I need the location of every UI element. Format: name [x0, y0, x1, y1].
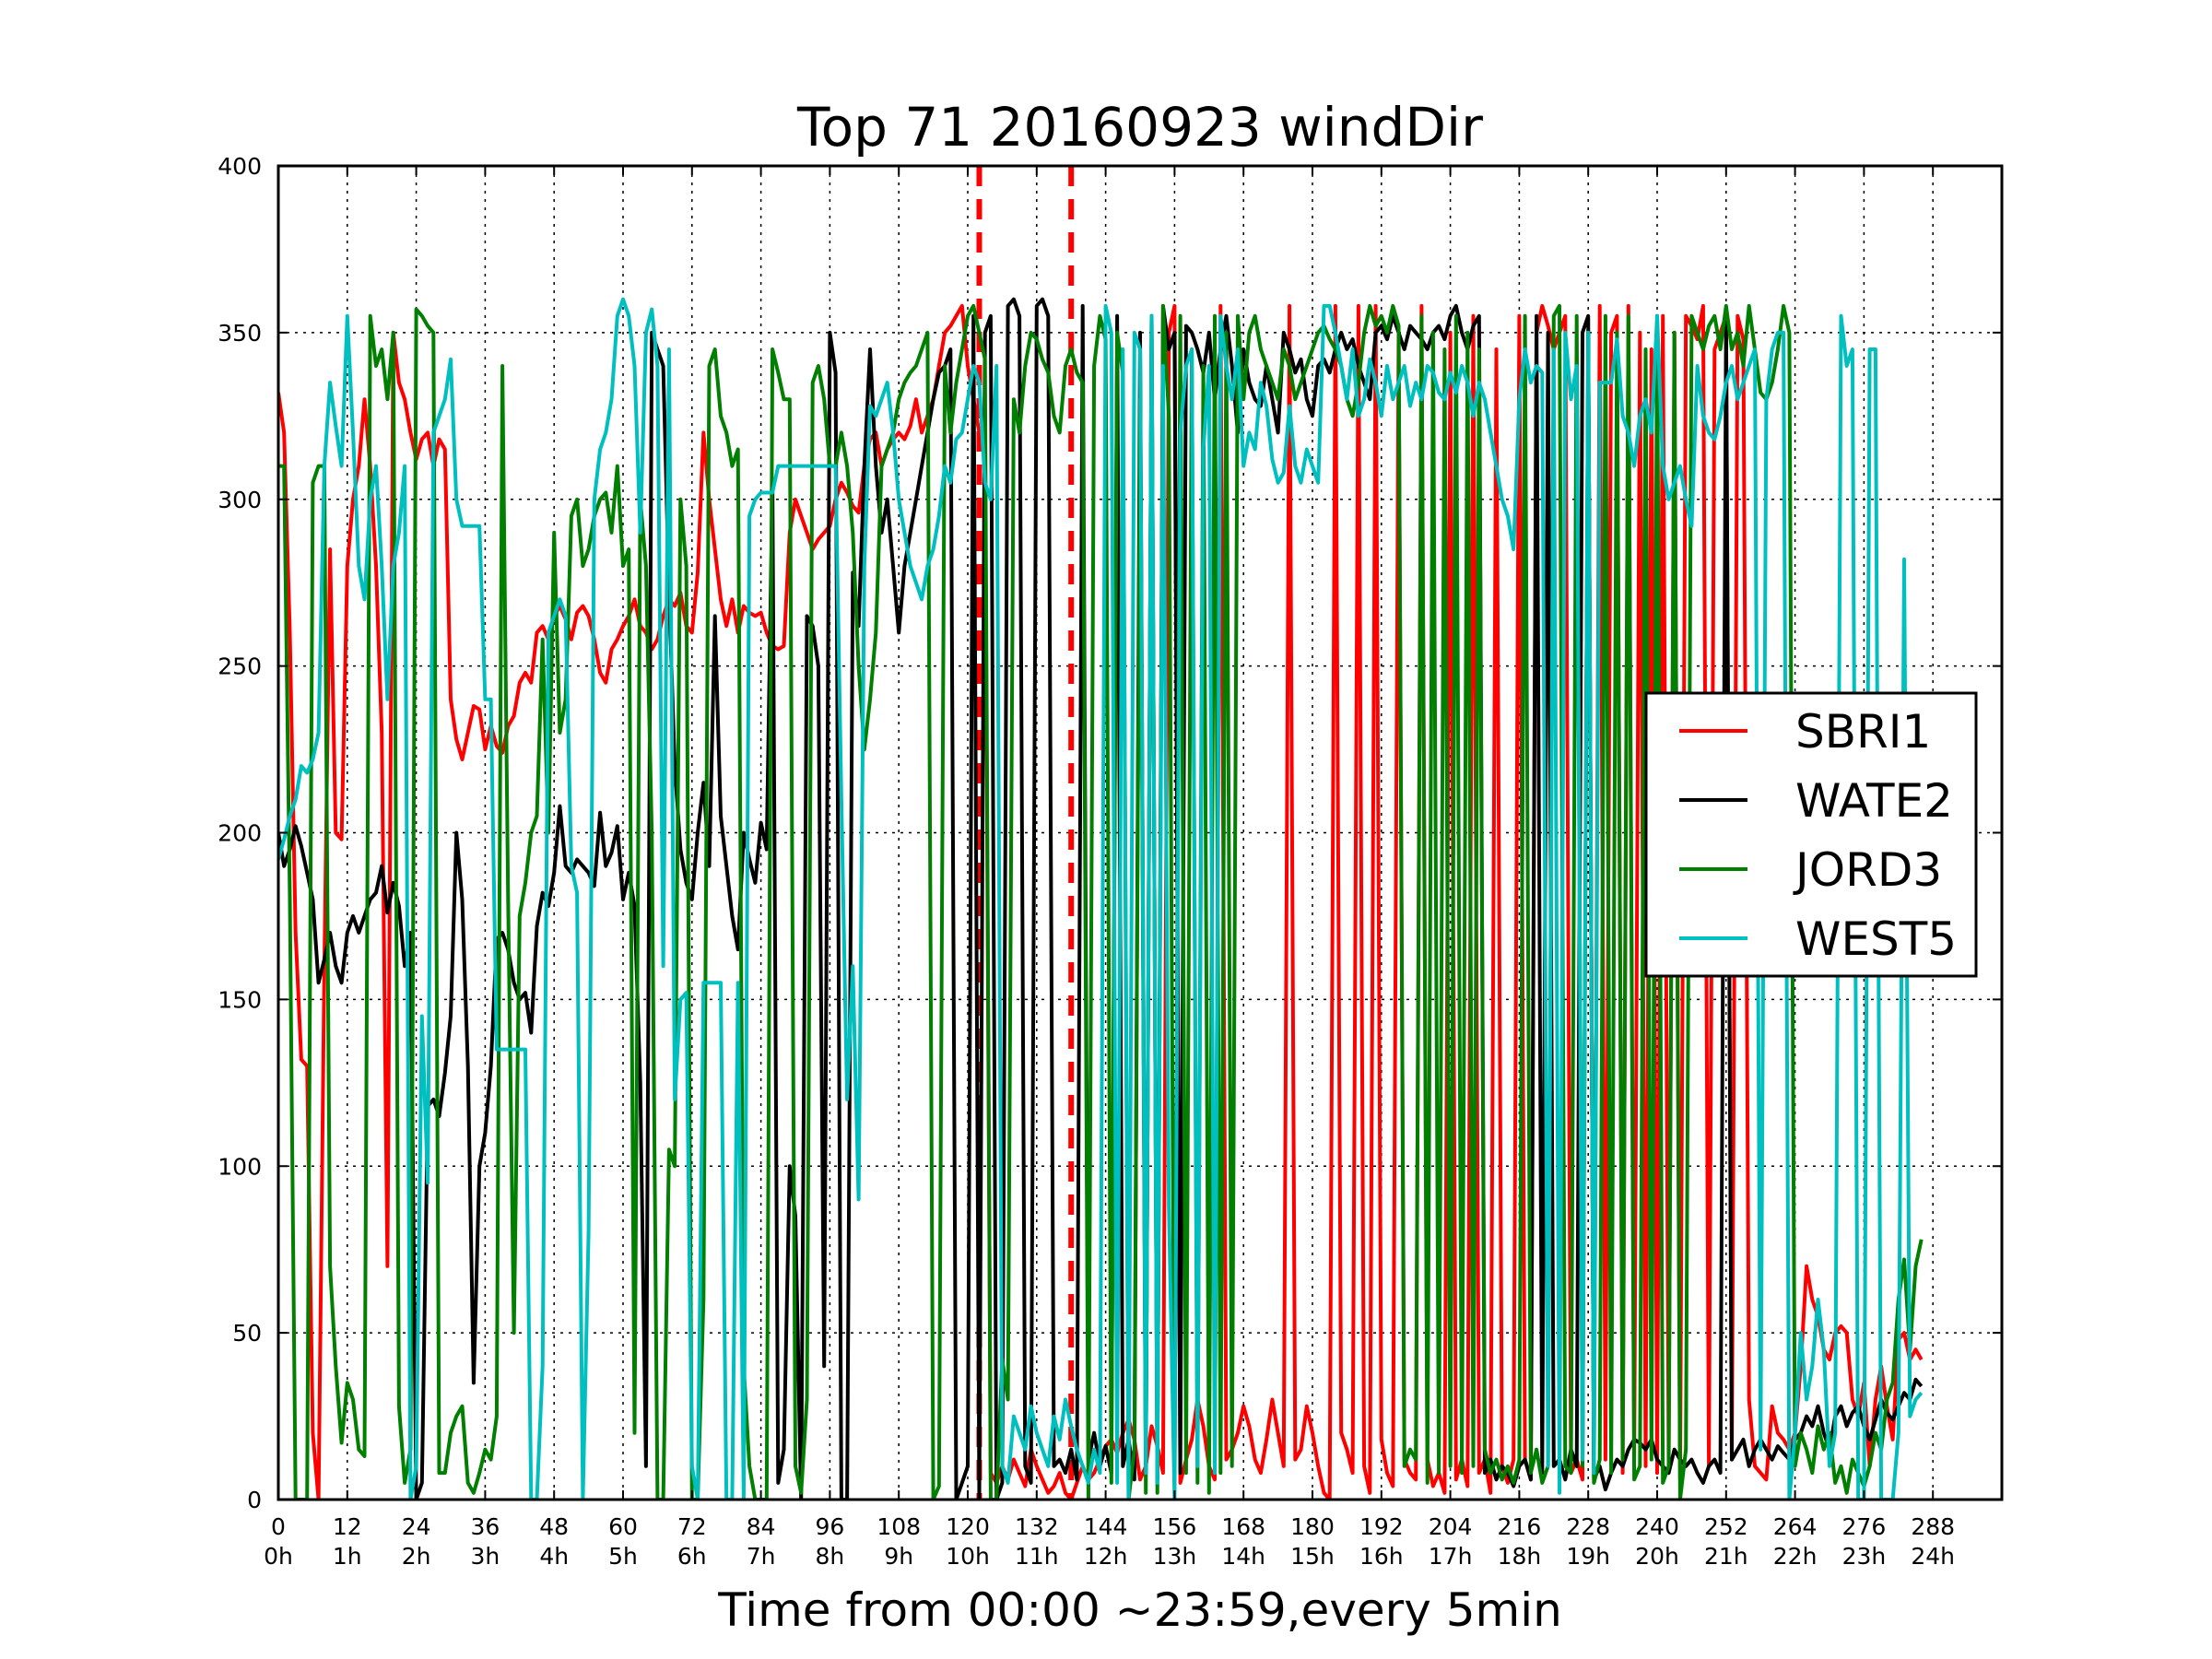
y-tick-label: 150 — [218, 986, 262, 1013]
legend-label: WATE2 — [1795, 774, 1953, 828]
x-tick-label: 216 — [1498, 1513, 1542, 1540]
x-tick-label: 168 — [1221, 1513, 1265, 1540]
x-tick-label: 240 — [1635, 1513, 1679, 1540]
x-tick-hour-label: 11h — [1015, 1543, 1059, 1570]
x-tick-hour-label: 15h — [1290, 1543, 1335, 1570]
x-tick-hour-label: 3h — [471, 1543, 500, 1570]
x-tick-label: 192 — [1359, 1513, 1404, 1540]
x-tick-hour-label: 13h — [1153, 1543, 1197, 1570]
y-tick-labels: 0 50 100 150 200 250 300 350 400 — [218, 153, 262, 1513]
x-tick-label: 288 — [1911, 1513, 1955, 1540]
x-tick-label: 36 — [470, 1513, 500, 1540]
x-tick-label: 96 — [815, 1513, 844, 1540]
series-line-west5 — [278, 297, 1924, 1500]
x-tick-hour-label: 17h — [1429, 1543, 1473, 1570]
x-tick-hour-label: 24h — [1911, 1543, 1955, 1570]
x-tick-hour-label: 2h — [402, 1543, 431, 1570]
x-tick-label: 204 — [1429, 1513, 1473, 1540]
x-tick-hour-label: 19h — [1566, 1543, 1610, 1570]
x-axis-label: Time from 00:00 ~23:59,every 5min — [717, 1583, 1562, 1637]
legend: SBRI1 WATE2 JORD3 WEST5 — [1644, 691, 1978, 978]
x-tick-label: 72 — [677, 1513, 707, 1540]
x-tick-hour-label: 14h — [1221, 1543, 1265, 1570]
x-tick-label: 24 — [402, 1513, 431, 1540]
axis-ticks — [277, 165, 2002, 1500]
x-tick-label: 180 — [1290, 1513, 1335, 1540]
x-tick-label: 276 — [1842, 1513, 1887, 1540]
y-tick-label: 350 — [218, 320, 262, 347]
x-tick-hour-label: 16h — [1359, 1543, 1404, 1570]
x-tick-label: 264 — [1773, 1513, 1818, 1540]
x-tick-hour-label: 8h — [816, 1543, 845, 1570]
x-tick-label: 252 — [1704, 1513, 1748, 1540]
legend-label: SBRI1 — [1795, 705, 1931, 759]
x-tick-hour-label: 20h — [1635, 1543, 1679, 1570]
y-tick-label: 300 — [218, 487, 262, 513]
y-tick-label: 100 — [218, 1153, 262, 1180]
x-tick-label: 60 — [608, 1513, 638, 1540]
chart-title: Top 71 20160923 windDir — [796, 96, 1483, 159]
legend-box — [1644, 691, 1978, 978]
x-tick-label: 48 — [539, 1513, 569, 1540]
x-tick-label: 132 — [1015, 1513, 1059, 1540]
x-tick-hour-label: 18h — [1498, 1543, 1542, 1570]
x-tick-hour-label: 23h — [1842, 1543, 1887, 1570]
x-tick-label: 0 — [271, 1513, 286, 1540]
y-tick-label: 250 — [218, 653, 262, 680]
y-tick-label: 200 — [218, 820, 262, 847]
x-tick-hour-label: 0h — [264, 1543, 293, 1570]
x-tick-label: 12 — [333, 1513, 362, 1540]
x-tick-label: 120 — [946, 1513, 990, 1540]
x-tick-hour-label: 12h — [1084, 1543, 1128, 1570]
x-tick-hour-label: 21h — [1704, 1543, 1748, 1570]
x-tick-label: 108 — [877, 1513, 921, 1540]
legend-label: WEST5 — [1795, 912, 1957, 966]
x-tick-label: 228 — [1566, 1513, 1610, 1540]
x-tick-hour-label: 22h — [1773, 1543, 1818, 1570]
x-tick-hour-label: 9h — [884, 1543, 913, 1570]
x-tick-hour-label: 5h — [608, 1543, 638, 1570]
y-tick-label: 0 — [247, 1487, 262, 1513]
x-tick-hour-label: 10h — [946, 1543, 990, 1570]
x-tick-label: 84 — [747, 1513, 776, 1540]
y-tick-label: 400 — [218, 153, 262, 180]
x-tick-labels: 0 0h 12 1h 24 2h 36 3h 48 4h 60 5h 72 6h 84 7h 96 8h 108 9h… — [264, 1513, 1955, 1570]
x-tick-label: 144 — [1084, 1513, 1128, 1540]
legend-label: JORD3 — [1793, 843, 1942, 897]
y-tick-label: 50 — [232, 1320, 262, 1347]
x-tick-hour-label: 7h — [747, 1543, 776, 1570]
x-tick-hour-label: 6h — [677, 1543, 707, 1570]
x-tick-label: 156 — [1153, 1513, 1197, 1540]
x-tick-hour-label: 4h — [539, 1543, 569, 1570]
x-tick-hour-label: 1h — [333, 1543, 362, 1570]
